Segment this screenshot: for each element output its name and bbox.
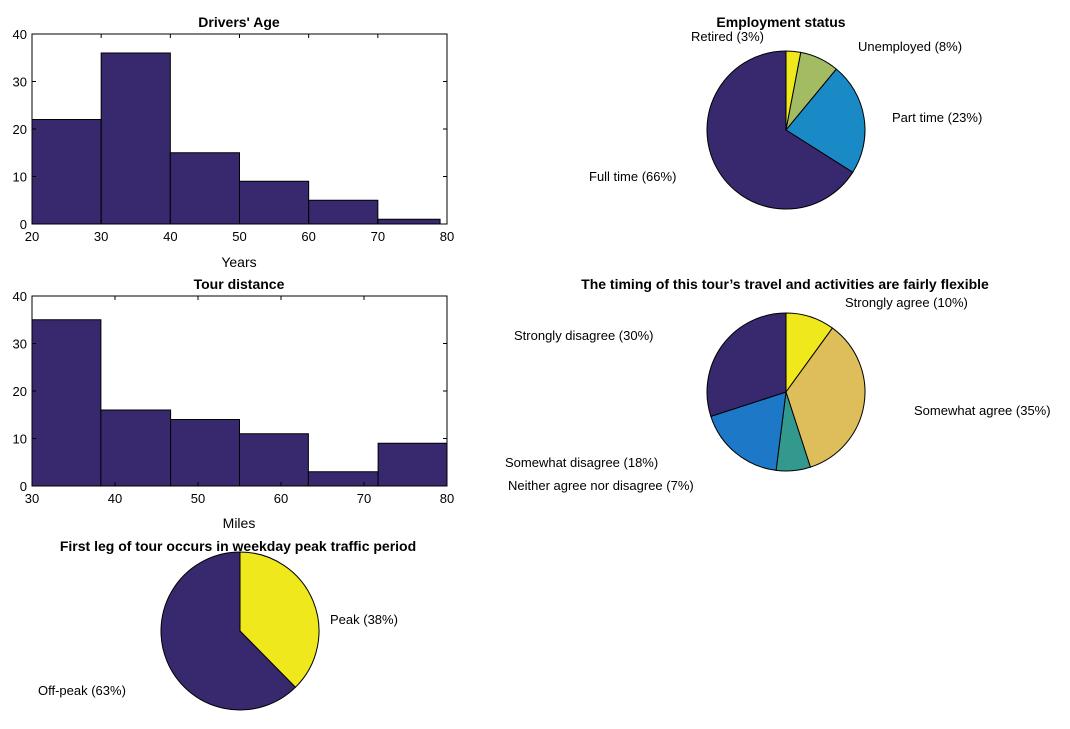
strongly-agree-slice-label: Strongly agree (10%) — [845, 295, 968, 310]
age-x-tick-label: 40 — [163, 229, 177, 244]
distance-bars — [31, 319, 448, 487]
distance-bar — [100, 409, 172, 487]
age-y-tick-label: 20 — [13, 122, 27, 137]
age-chart-title: Drivers' Age — [198, 14, 280, 30]
flexibility-chart-title: The timing of this tour’s travel and act… — [581, 276, 989, 292]
distance-x-tick-label: 60 — [274, 491, 288, 506]
distance-chart-title: Tour distance — [194, 276, 285, 292]
distance-bar — [170, 419, 240, 487]
peak-slices — [160, 551, 320, 711]
age-bars — [31, 52, 441, 225]
distance-y-tick-label: 40 — [13, 289, 27, 304]
distance-y-tick-label: 10 — [13, 432, 27, 447]
peak-pie-slice — [160, 551, 297, 711]
distance-x-axis-label: Miles — [223, 515, 256, 531]
flexibility-pie-chart: The timing of this tour’s travel and act… — [505, 276, 1051, 493]
distance-x-tick-label: 50 — [191, 491, 205, 506]
age-y-tick-label: 30 — [13, 75, 27, 90]
distance-axes-frame — [31, 295, 448, 487]
age-histogram: Drivers' Age Years 20 30 40 50 60 70 80 0 10 20 30… — [13, 14, 455, 270]
age-axes-frame — [31, 33, 448, 225]
age-x-tick-label: 80 — [440, 229, 454, 244]
flexibility-slices — [706, 312, 866, 472]
distance-histogram: Tour distance Miles 30 40 50 60 70 80 0 10 20 30 4… — [13, 276, 455, 531]
age-bar — [169, 152, 240, 225]
employment-pie-chart: Employment status Retired (3%) Unemploye… — [589, 14, 982, 210]
somewhat-agree-slice-label: Somewhat agree (35%) — [914, 403, 1051, 418]
neither-slice-label: Neither agree nor disagree (7%) — [508, 478, 694, 493]
distance-ticks: 30 40 50 60 70 80 0 10 20 30 40 — [13, 289, 455, 506]
strongly-disagree-slice-label: Strongly disagree (30%) — [514, 328, 653, 343]
age-x-tick-label: 30 — [94, 229, 108, 244]
distance-x-tick-label: 70 — [357, 491, 371, 506]
age-x-axis-label: Years — [221, 254, 256, 270]
part-time-slice-label: Part time (23%) — [892, 110, 982, 125]
age-bar — [377, 218, 441, 225]
distance-x-tick-label: 30 — [25, 491, 39, 506]
unemployed-slice-label: Unemployed (8%) — [858, 39, 962, 54]
age-bar — [239, 180, 310, 225]
distance-y-tick-label: 20 — [13, 384, 27, 399]
age-y-tick-label: 0 — [20, 217, 27, 232]
age-bar — [31, 119, 102, 225]
age-y-tick-label: 10 — [13, 170, 27, 185]
peak-pie-chart: First leg of tour occurs in weekday peak… — [38, 538, 416, 711]
employment-pie-slice — [706, 50, 854, 210]
peak-slice-label: Peak (38%) — [330, 612, 398, 627]
age-x-tick-label: 60 — [301, 229, 315, 244]
distance-bar — [377, 442, 448, 487]
distance-bar — [307, 471, 379, 487]
full-time-slice-label: Full time (66%) — [589, 169, 676, 184]
age-y-tick-label: 40 — [13, 27, 27, 42]
age-bar — [100, 52, 171, 225]
flexible-pie-slice — [706, 312, 787, 418]
age-x-tick-label: 50 — [232, 229, 246, 244]
flexible-pie-slice — [710, 391, 787, 471]
employment-pie-slice — [785, 68, 866, 174]
age-x-tick-label: 70 — [371, 229, 385, 244]
distance-bar — [239, 433, 309, 487]
distance-y-tick-label: 30 — [13, 337, 27, 352]
distance-x-tick-label: 40 — [108, 491, 122, 506]
age-bar — [308, 199, 379, 225]
peak-pie-slice — [239, 551, 320, 689]
peak-chart-title: First leg of tour occurs in weekday peak… — [60, 538, 416, 554]
retired-slice-label: Retired (3%) — [691, 29, 764, 44]
flexible-pie-slice — [785, 327, 866, 468]
distance-y-tick-label: 0 — [20, 479, 27, 494]
somewhat-disagree-slice-label: Somewhat disagree (18%) — [505, 455, 658, 470]
age-x-tick-label: 20 — [25, 229, 39, 244]
distance-x-tick-label: 80 — [440, 491, 454, 506]
off-peak-slice-label: Off-peak (63%) — [38, 683, 126, 698]
employment-chart-title: Employment status — [716, 14, 845, 30]
distance-bar — [31, 319, 102, 487]
employment-slices — [706, 50, 866, 210]
